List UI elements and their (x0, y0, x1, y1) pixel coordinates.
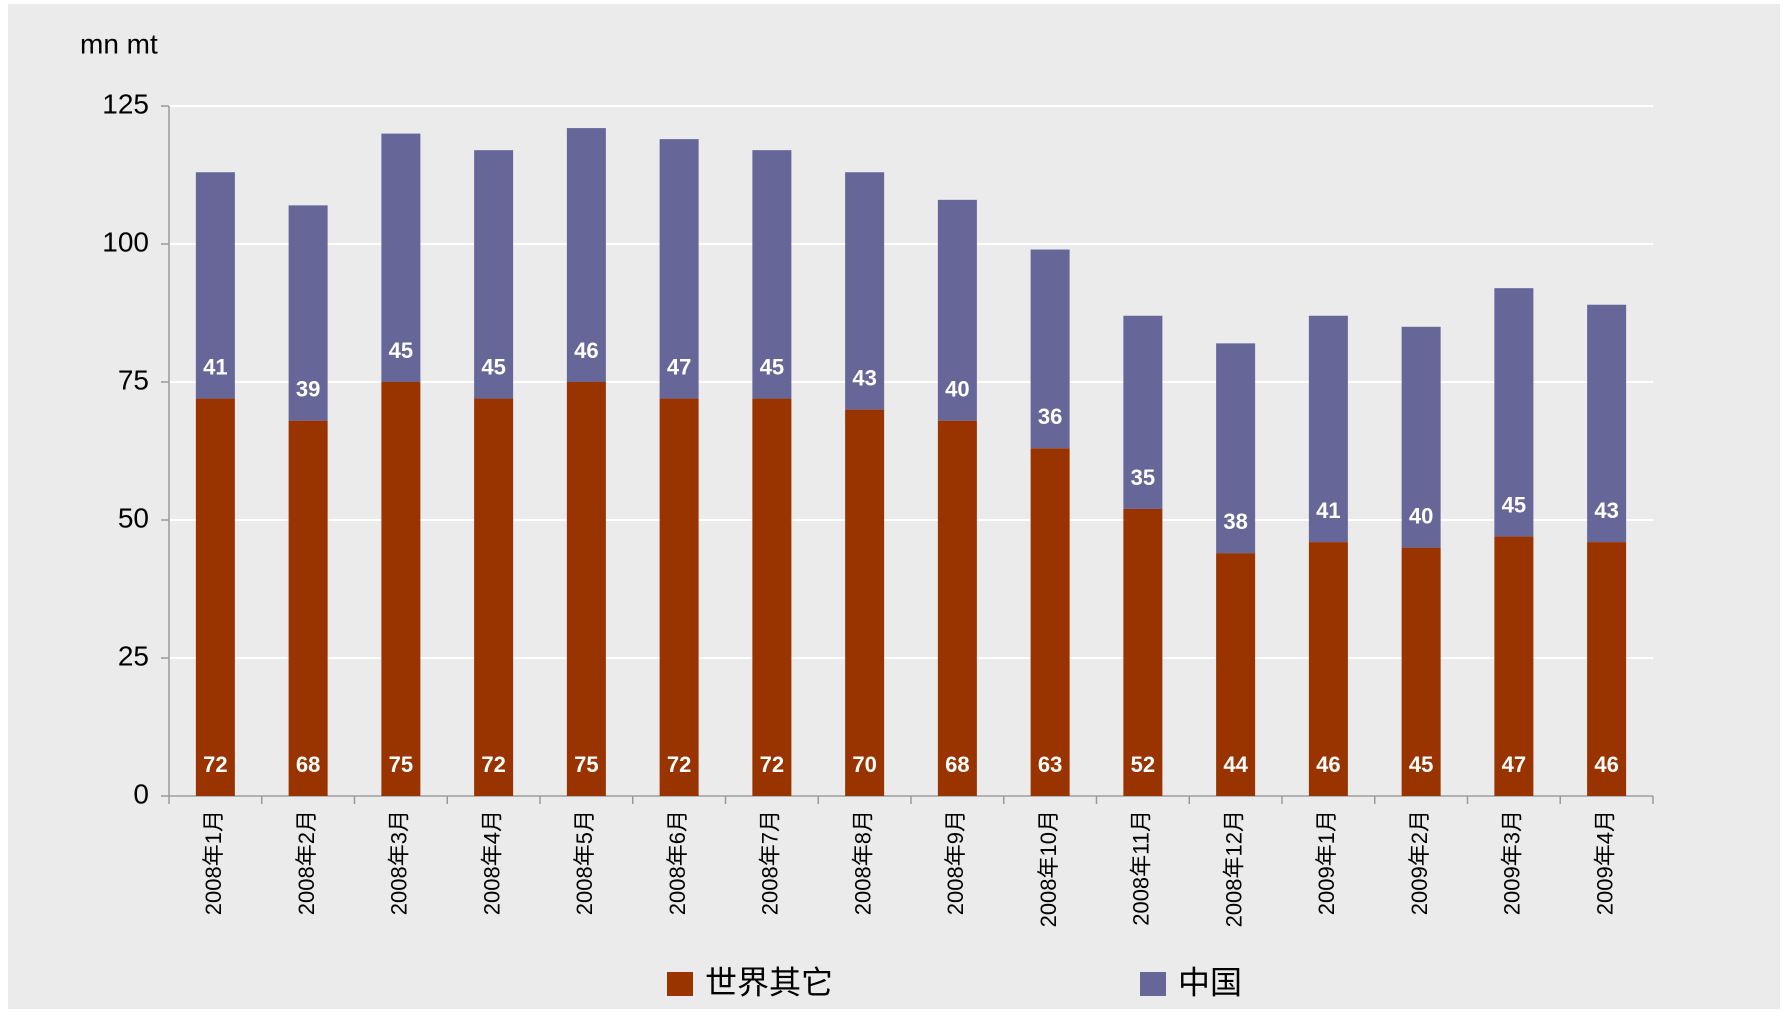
x-tick-label: 2008年4月 (479, 810, 504, 915)
bar-segment (1123, 315, 1163, 509)
y-tick-label: 100 (102, 226, 149, 257)
data-label: 75 (574, 752, 598, 777)
data-label: 40 (1409, 503, 1433, 528)
data-label: 45 (389, 338, 413, 363)
data-label: 45 (1409, 752, 1433, 777)
x-tick-label: 2008年9月 (943, 810, 968, 915)
bar-segment (1494, 288, 1534, 537)
data-label: 72 (481, 752, 505, 777)
bar-segment (1308, 542, 1348, 796)
data-label: 46 (1316, 752, 1340, 777)
bar-segment (1401, 326, 1441, 548)
bar-segment (381, 382, 421, 796)
data-label: 47 (1502, 752, 1526, 777)
bar-segment (845, 172, 885, 410)
data-label: 46 (574, 338, 598, 363)
y-tick-label: 50 (118, 502, 149, 533)
bar-segment (1216, 343, 1256, 554)
data-label: 52 (1131, 752, 1155, 777)
data-label: 40 (945, 376, 969, 401)
x-tick-label: 2008年8月 (850, 810, 875, 915)
x-tick-label: 2008年6月 (665, 810, 690, 915)
data-label: 45 (760, 354, 784, 379)
x-tick-label: 2008年10月 (1036, 810, 1061, 927)
data-label: 43 (1594, 498, 1618, 523)
bar-segment (1216, 553, 1256, 796)
y-tick-label: 125 (102, 88, 149, 119)
bar-segment (1587, 304, 1627, 543)
bar-segment (1030, 448, 1070, 796)
y-axis-label: mn mt (80, 28, 158, 59)
y-tick-label: 75 (118, 364, 149, 395)
x-tick-label: 2008年5月 (572, 810, 597, 915)
data-label: 45 (1502, 492, 1526, 517)
legend-label: 中国 (1178, 964, 1242, 1000)
data-label: 68 (296, 752, 320, 777)
data-label: 38 (1223, 509, 1247, 534)
data-label: 68 (945, 752, 969, 777)
data-label: 44 (1223, 752, 1248, 777)
data-label: 47 (667, 354, 691, 379)
x-tick-label: 2008年3月 (387, 810, 412, 915)
x-tick-label: 2009年1月 (1314, 810, 1339, 915)
data-label: 43 (852, 365, 876, 390)
x-tick-label: 2008年1月 (201, 810, 226, 915)
data-label: 35 (1131, 465, 1155, 490)
x-tick-label: 2008年7月 (758, 810, 783, 915)
bar-segment (659, 139, 699, 399)
bar-segment (288, 420, 328, 796)
bar-segment (566, 382, 606, 796)
bar-segment (474, 398, 514, 796)
x-tick-label: 2008年11月 (1129, 810, 1154, 926)
legend-swatch (667, 972, 693, 996)
bar-segment (1401, 547, 1441, 796)
data-label: 72 (667, 752, 691, 777)
x-tick-label: 2008年12月 (1221, 810, 1246, 927)
bar-segment (195, 398, 235, 796)
data-label: 41 (1316, 498, 1340, 523)
bar-segment (752, 398, 792, 796)
bar-segment (1123, 508, 1163, 796)
data-label: 45 (481, 354, 505, 379)
data-label: 39 (296, 376, 320, 401)
bar-segment (845, 409, 885, 796)
data-label: 46 (1594, 752, 1618, 777)
bar-segment (1494, 536, 1534, 796)
bar-segment (1030, 249, 1070, 449)
x-tick-label: 2008年2月 (294, 810, 319, 915)
x-tick-label: 2009年2月 (1407, 810, 1432, 915)
data-label: 36 (1038, 404, 1062, 429)
bar-segment (381, 133, 421, 382)
data-label: 75 (389, 752, 413, 777)
bar-segment (1587, 542, 1627, 796)
legend-swatch (1140, 972, 1166, 996)
bar-segment (195, 172, 235, 399)
bar-segment (937, 199, 977, 421)
x-tick-label: 2009年3月 (1500, 810, 1525, 915)
bar-segment (474, 150, 514, 399)
legend-label: 世界其它 (705, 964, 833, 1000)
bar-segment (937, 420, 977, 796)
bar-segment (566, 128, 606, 382)
data-label: 70 (852, 752, 876, 777)
bar-segment (659, 398, 699, 796)
bar-segment (288, 205, 328, 421)
bar-segment (752, 150, 792, 399)
bar-segment (1308, 315, 1348, 543)
data-label: 72 (760, 752, 784, 777)
x-tick-label: 2009年4月 (1592, 810, 1617, 915)
data-label: 41 (203, 354, 227, 379)
data-label: 72 (203, 752, 227, 777)
y-tick-label: 25 (118, 640, 149, 671)
y-tick-label: 0 (133, 778, 149, 809)
data-label: 63 (1038, 752, 1062, 777)
